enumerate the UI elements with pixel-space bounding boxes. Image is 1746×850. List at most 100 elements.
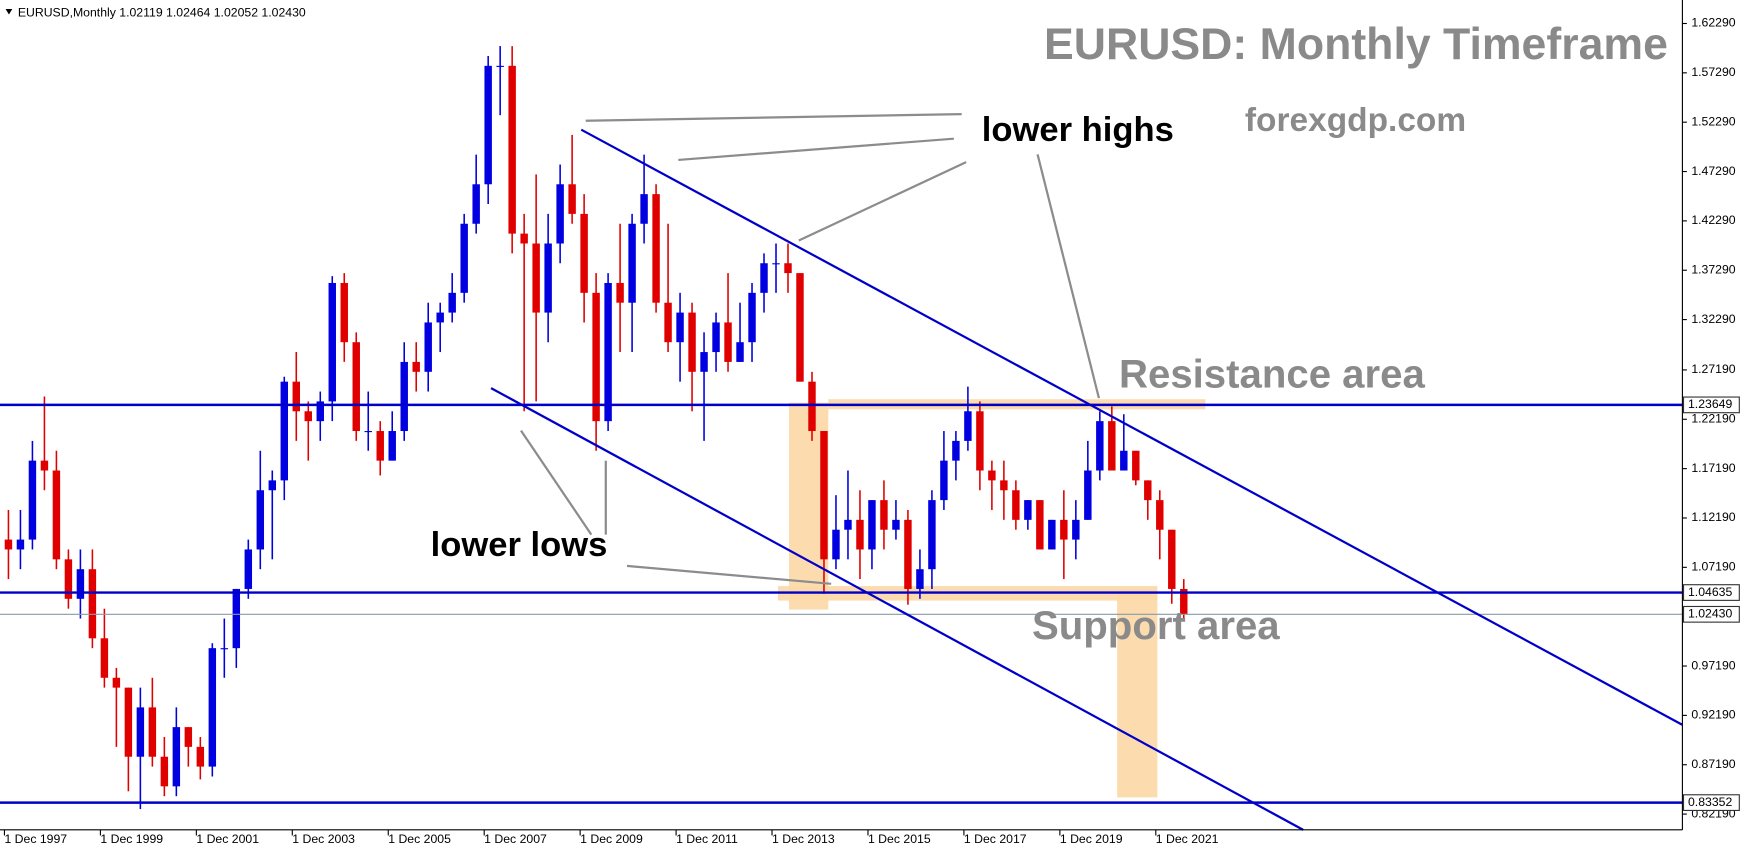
candle-body bbox=[1168, 529, 1176, 589]
pointer-lines bbox=[520, 112, 1101, 585]
candle-body bbox=[136, 707, 145, 757]
candle-body bbox=[280, 381, 289, 481]
candle-body bbox=[412, 361, 420, 372]
candle-body bbox=[244, 549, 253, 589]
annotation: Support area bbox=[1032, 603, 1280, 648]
candle-body bbox=[100, 638, 109, 678]
chart-header: EURUSD,Monthly 1.02119 1.02464 1.02052 1… bbox=[18, 6, 306, 20]
candle-body bbox=[592, 292, 600, 422]
candle-body bbox=[796, 273, 804, 382]
y-tick-label: 0.87190 bbox=[1691, 757, 1735, 771]
candle-body bbox=[424, 322, 432, 372]
candle-body bbox=[304, 411, 312, 422]
x-tick-label: 1 Dec 1999 bbox=[100, 832, 163, 846]
candle-body bbox=[64, 559, 73, 599]
candle-body bbox=[532, 243, 540, 313]
candle-body bbox=[148, 707, 157, 757]
pointer-line bbox=[520, 429, 593, 536]
candle-body bbox=[580, 213, 588, 293]
candle-body bbox=[196, 746, 205, 767]
y-tick-label: 0.92190 bbox=[1691, 708, 1735, 722]
y-tick-label: 1.37290 bbox=[1691, 262, 1735, 276]
candle-body bbox=[904, 519, 912, 589]
candle-body bbox=[664, 302, 672, 343]
candle-body bbox=[376, 431, 384, 461]
candle-body bbox=[88, 569, 97, 639]
x-tick-label: 1 Dec 2017 bbox=[964, 832, 1027, 846]
candle-body bbox=[1048, 519, 1056, 550]
x-tick-label: 1 Dec 2011 bbox=[676, 832, 738, 846]
x-tick-label: 1 Dec 2019 bbox=[1060, 832, 1123, 846]
candle-body bbox=[748, 292, 756, 343]
candle-body bbox=[976, 411, 984, 471]
chart-title: EURUSD: Monthly Timeframe bbox=[1044, 20, 1668, 69]
x-tick-label: 1 Dec 2013 bbox=[772, 832, 835, 846]
level-label: 0.83352 bbox=[1688, 795, 1732, 809]
level-label-box bbox=[1682, 794, 1740, 811]
candle-body bbox=[652, 194, 660, 303]
candle-body bbox=[1144, 480, 1152, 501]
candle-body bbox=[556, 184, 564, 244]
candle-body bbox=[1012, 490, 1020, 520]
candle-body bbox=[160, 756, 169, 787]
x-tick-label: 1 Dec 2007 bbox=[484, 832, 547, 846]
header-arrow bbox=[5, 8, 13, 15]
candle-body bbox=[52, 470, 61, 560]
level-label: 1.23649 bbox=[1688, 397, 1732, 411]
candle-body bbox=[700, 352, 708, 372]
candle-body bbox=[736, 342, 744, 362]
annotation: Resistance area bbox=[1119, 352, 1425, 397]
pointer-line bbox=[1036, 154, 1101, 399]
candle-body bbox=[1120, 450, 1128, 471]
candle-body bbox=[292, 381, 300, 412]
candle-body bbox=[760, 263, 768, 293]
candle-body bbox=[892, 519, 900, 530]
level-label: 1.02430 bbox=[1688, 607, 1732, 621]
zones bbox=[777, 399, 1206, 798]
candle-body bbox=[448, 292, 456, 313]
candle-body bbox=[1084, 470, 1092, 520]
y-tick-label: 1.62290 bbox=[1691, 16, 1735, 30]
candle-body bbox=[4, 539, 13, 550]
candle-body bbox=[472, 184, 480, 224]
candle-body bbox=[1108, 421, 1116, 471]
candle-body bbox=[772, 263, 780, 265]
x-tick-label: 1 Dec 2021 bbox=[1156, 832, 1219, 846]
candle-body bbox=[508, 65, 516, 234]
zone bbox=[1117, 589, 1158, 798]
candle-body bbox=[172, 727, 181, 787]
candle-body bbox=[808, 381, 816, 432]
candle-body bbox=[76, 569, 85, 599]
candle-body bbox=[364, 431, 372, 433]
candle-body bbox=[496, 65, 504, 67]
pointer-line bbox=[798, 161, 967, 242]
y-tick-label: 1.32290 bbox=[1691, 312, 1735, 326]
trend-line bbox=[580, 128, 1683, 726]
y-tick-label: 1.47290 bbox=[1691, 164, 1735, 178]
candle-body bbox=[208, 648, 217, 767]
candle-body bbox=[328, 282, 336, 402]
candle-body bbox=[544, 243, 552, 313]
candle-body bbox=[340, 282, 348, 343]
pointer-line bbox=[585, 112, 962, 122]
candles bbox=[4, 46, 1188, 810]
level-label-box bbox=[1682, 584, 1740, 601]
candle-body bbox=[1000, 480, 1008, 491]
candle-body bbox=[616, 282, 624, 303]
candle-body bbox=[220, 648, 229, 650]
x-tick-label: 1 Dec 2015 bbox=[868, 832, 931, 846]
candle-body bbox=[40, 460, 49, 471]
annotation: lower lows bbox=[431, 526, 608, 564]
candle-body bbox=[1060, 519, 1068, 540]
level-label-box bbox=[1682, 396, 1740, 414]
candle-body bbox=[928, 500, 936, 570]
candle-body bbox=[460, 223, 468, 293]
candle-body bbox=[520, 233, 528, 244]
candle-body bbox=[1132, 450, 1140, 481]
y-tick-label: 1.57290 bbox=[1691, 65, 1735, 79]
x-tick-label: 1 Dec 2009 bbox=[580, 832, 643, 846]
candle-body bbox=[988, 470, 996, 481]
x-tick-label: 1 Dec 1997 bbox=[4, 832, 67, 846]
candle-body bbox=[1180, 588, 1188, 615]
